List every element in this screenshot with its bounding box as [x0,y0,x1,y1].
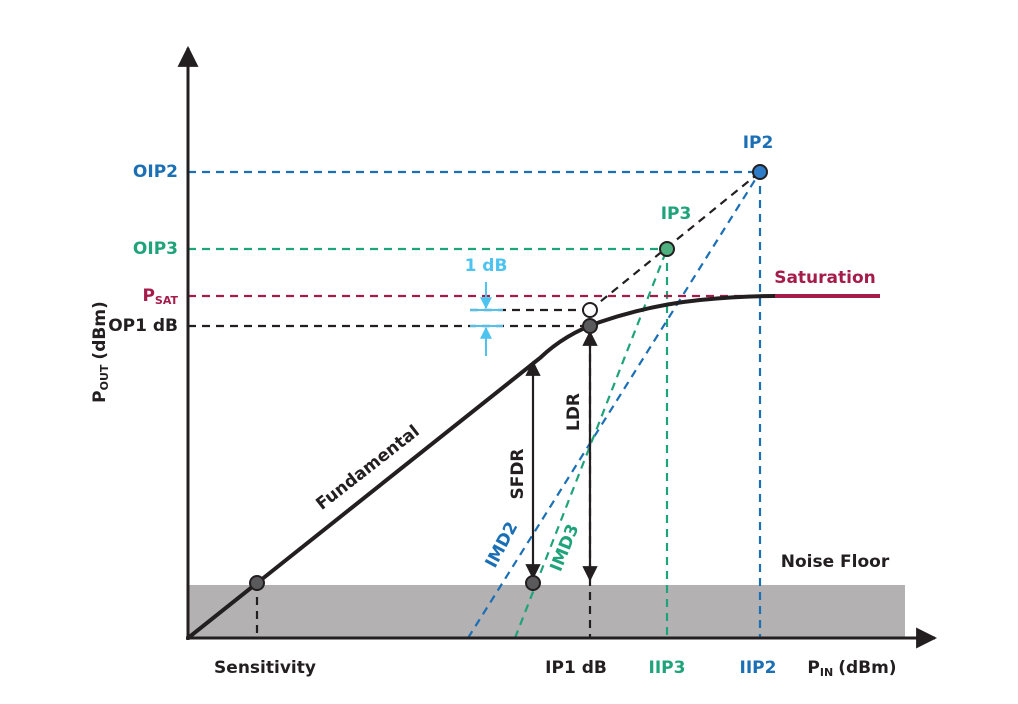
ip3-point [659,241,675,257]
fundamental-curve [186,294,776,640]
x-axis-main: P [807,658,819,678]
psat-sub: SAT [155,294,179,307]
linear-point [582,302,598,318]
sfdr-label: SFDR [508,448,528,499]
oip2-label: OIP2 [133,162,178,182]
saturation-label: Saturation [774,268,876,288]
sensitivity-label: Sensitivity [214,658,316,678]
fundamental-label: Fundamental [312,422,423,515]
x-axis-sub: IN [820,666,833,679]
sfdr-point [525,575,541,591]
y-axis-main: P [90,390,110,402]
iip3-label: IIP3 [649,658,686,678]
sensitivity-point [249,575,265,591]
imd2-line [467,171,761,639]
imd3-label: IMD3 [547,521,584,574]
oip3-label: OIP3 [133,239,178,259]
op1db-label: OP1 dB [108,316,178,336]
p1db-point [582,318,598,334]
y-axis-label: POUT (dBm) [90,301,111,403]
noise-floor-band [188,585,905,638]
y-axis-unit: (dBm) [90,301,110,359]
noise-floor-label: Noise Floor [781,552,890,572]
one-db-label: 1 dB [465,256,508,276]
fundamental-extension [589,171,761,311]
ldr-label: LDR [564,393,584,431]
ip2-label: IP2 [743,133,774,153]
y-axis-sub: OUT [98,364,111,390]
psat-main: P [142,286,154,306]
imd2-label: IMD2 [482,519,523,572]
ip1db-label: IP1 dB [545,658,607,678]
x-axis-label: PIN (dBm) [807,658,896,679]
psat-label: PSAT [142,286,178,307]
ip3-label: IP3 [661,204,692,224]
x-axis-unit: (dBm) [838,658,896,678]
ip2-point [752,164,768,180]
iip2-label: IIP2 [740,658,777,678]
